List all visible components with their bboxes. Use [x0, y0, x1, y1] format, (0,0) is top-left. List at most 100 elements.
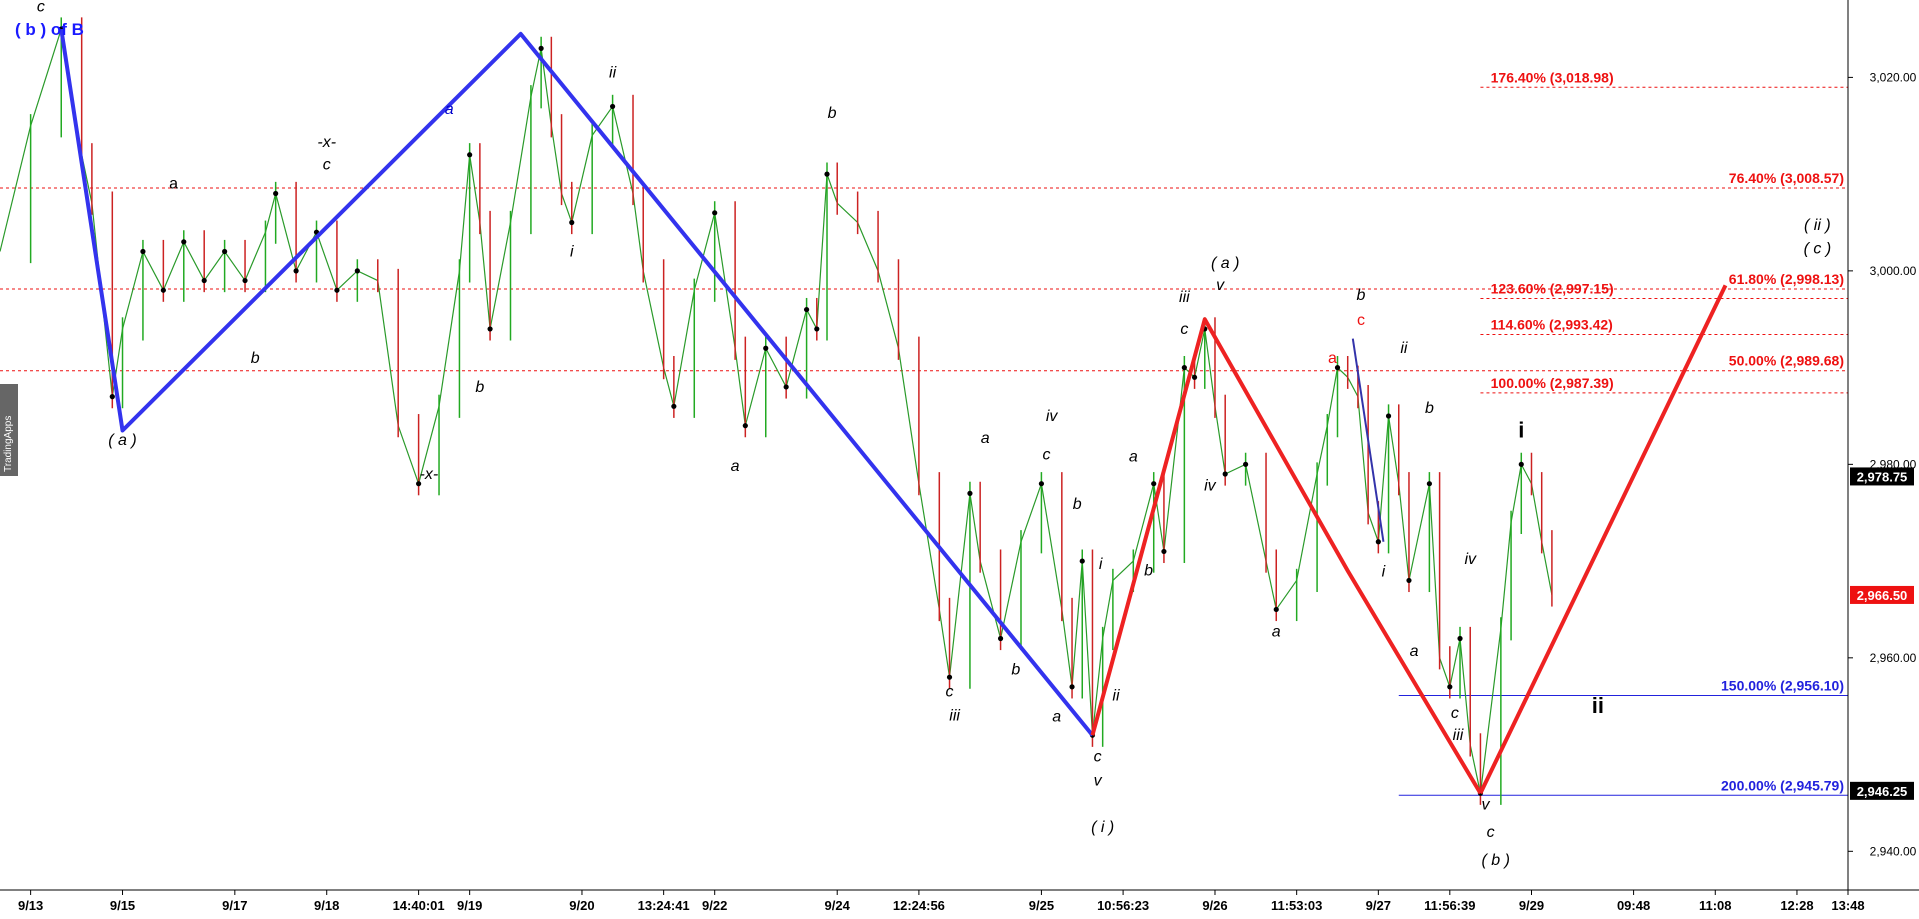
- pivot-point: [242, 277, 248, 284]
- fib-level-label-3: 61.80% (2,998.13): [1729, 271, 1844, 287]
- wave-label: c: [1357, 312, 1365, 329]
- pivot-point: [803, 306, 810, 313]
- price-tag-label: 2,946.25: [1857, 784, 1908, 799]
- pivot-point: [763, 345, 769, 351]
- wave-label: ( ii ): [1804, 217, 1831, 234]
- wave-label: i: [1518, 417, 1524, 442]
- price-tag-label: 2,966.50: [1857, 588, 1908, 603]
- x-tick-label: 13:48: [1831, 898, 1864, 913]
- pivot-point: [1273, 606, 1279, 613]
- wave-label: b: [251, 350, 260, 367]
- x-tick-label: 13:24:41: [638, 898, 690, 913]
- pivot-point: [416, 481, 422, 487]
- x-tick-label: 9/18: [314, 898, 339, 913]
- wave-label: ii: [1112, 687, 1120, 704]
- x-tick-label: 14:40:01: [393, 898, 445, 913]
- pivot-point: [181, 239, 187, 245]
- pivot-point: [1069, 684, 1075, 690]
- wave-label: a: [731, 458, 740, 475]
- x-tick-label: 9/17: [222, 898, 247, 913]
- x-tick-label: 9/25: [1029, 898, 1054, 913]
- pivot-point: [1161, 548, 1167, 555]
- x-tick-label: 9/24: [825, 898, 851, 913]
- wave-labels: vc( a )ab-x-c-x-ba( b )-y-ciiibaaciiibiv…: [37, 0, 1831, 869]
- pivot-point: [1406, 577, 1412, 584]
- x-tick-label: 9/29: [1519, 898, 1544, 913]
- x-tick-label: 9/20: [569, 898, 594, 913]
- x-tick-label: 9/26: [1202, 898, 1227, 913]
- pivot-point: [742, 423, 748, 429]
- pivot-point: [1385, 413, 1392, 419]
- pivot-point: [140, 248, 146, 255]
- wave-label: ii: [609, 64, 617, 81]
- price-tag-bg: [1850, 781, 1914, 800]
- wave-label: a: [1052, 709, 1061, 726]
- pivot-point: [293, 268, 299, 274]
- wave-label: iv: [1464, 551, 1477, 568]
- wave-label: b: [828, 105, 837, 122]
- red-projection: [1478, 284, 1728, 795]
- wave-label: iv: [1204, 477, 1217, 494]
- wave-label: ( a ): [1211, 255, 1239, 272]
- pivot-point: [467, 152, 473, 158]
- wave-label: a: [981, 430, 990, 447]
- wave-label: a: [1272, 624, 1281, 641]
- pivot-point: [967, 490, 973, 496]
- wave-label: b: [475, 379, 484, 396]
- wave-label: a: [1129, 448, 1138, 465]
- wave-label: i: [570, 243, 574, 260]
- y-tick-label: 2,960.00: [1870, 651, 1917, 665]
- pivot-point: [334, 287, 340, 293]
- pivot-point: [1518, 461, 1524, 467]
- pivot-point: [1457, 635, 1463, 642]
- wave-label: c: [1451, 705, 1459, 722]
- wave-label: iii: [1453, 727, 1464, 744]
- wave-label: b: [1073, 496, 1082, 513]
- wave-label: c: [323, 156, 331, 173]
- wave-label: c: [1180, 321, 1188, 338]
- wave-label: b: [1425, 400, 1434, 417]
- wave-label: iv: [1046, 408, 1059, 425]
- red-degree-wave: [1090, 317, 1483, 795]
- pivot-point: [997, 635, 1004, 642]
- x-tick-label: 9/13: [18, 898, 43, 913]
- fib-level-label-8: 200.00% (2,945.79): [1721, 777, 1844, 793]
- wave-label: c: [1487, 824, 1495, 841]
- wave-label: b: [1357, 287, 1366, 304]
- pivot-point: [109, 394, 115, 400]
- wave-label: ii: [1592, 693, 1604, 718]
- fib-level-label-2: 123.60% (2,997.15): [1491, 280, 1614, 296]
- pivot-point: [222, 248, 228, 255]
- pivot-point: [569, 219, 575, 226]
- pivot-point: [609, 103, 616, 110]
- pivot-point: [824, 171, 830, 177]
- pivot-point: [814, 326, 820, 332]
- pivot-point: [1426, 481, 1432, 487]
- wave-label: b: [1011, 661, 1020, 678]
- pivot-point: [201, 277, 207, 284]
- fib-level-label-6: 100.00% (2,987.39): [1491, 375, 1614, 391]
- x-tick-label: 11:08: [1699, 898, 1732, 913]
- fib-level-label-5: 50.00% (2,989.68): [1729, 353, 1844, 369]
- wave-label: c: [37, 0, 45, 16]
- price-tag-bg: [1850, 585, 1914, 604]
- y-tick-label: 3,000.00: [1870, 264, 1917, 278]
- pivot-point: [354, 268, 360, 274]
- pivot-point: [1181, 365, 1187, 371]
- wave-label: ( c ): [1804, 240, 1832, 257]
- wave-label: iii: [949, 708, 960, 725]
- wave-label: a: [1328, 350, 1337, 367]
- wave-label: ii: [1400, 340, 1408, 357]
- wave-label: v: [1216, 277, 1225, 294]
- blue-small-wave: [1351, 338, 1385, 542]
- wave-label: ( b ): [1482, 852, 1510, 869]
- fib-level-label-4: 114.60% (2,993.42): [1491, 317, 1613, 333]
- wave-label: -x-: [419, 466, 438, 483]
- wave-label: i: [1382, 564, 1386, 581]
- fib-level-label-0: 176.40% (3,018.98): [1491, 69, 1614, 85]
- wave-label: a: [169, 176, 178, 193]
- x-tick-label: 9/27: [1366, 898, 1391, 913]
- wave-label: c: [946, 684, 954, 701]
